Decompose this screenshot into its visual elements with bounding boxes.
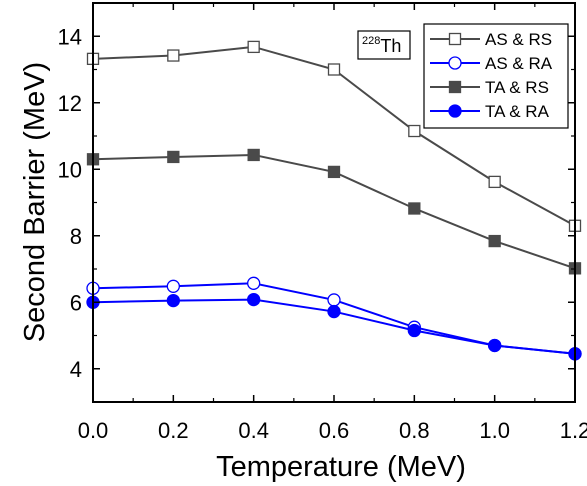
legend-label: AS & RS [485, 30, 552, 49]
legend-marker [448, 32, 462, 46]
annotation-box [357, 30, 411, 60]
y-axis-label: Second Barrier (MeV) [19, 62, 51, 342]
x-axis-label: Temperature (MeV) [216, 451, 466, 483]
data-point [408, 124, 421, 138]
data-point [167, 49, 180, 62]
data-point [167, 150, 180, 164]
data-point [407, 323, 421, 338]
data-point [327, 304, 341, 319]
legend-entry: AS & RA [430, 54, 553, 73]
annotation-text: 228Th [362, 35, 401, 56]
data-point [327, 165, 341, 179]
y-tick-label: 14 [58, 24, 82, 49]
legend-entry: TA & RS [430, 78, 549, 97]
data-point [408, 202, 421, 215]
legend-marker [448, 80, 462, 94]
data-point [488, 338, 502, 353]
legend: AS & RS AS & RA TA & RS TA & RA [423, 23, 569, 129]
data-point [247, 148, 260, 162]
data-point [488, 175, 501, 189]
legend-label: AS & RA [485, 54, 553, 73]
data-point [327, 63, 341, 76]
data-point [327, 293, 341, 307]
data-point [247, 40, 260, 54]
x-tick-label: 0.6 [319, 418, 350, 443]
data-point [488, 234, 501, 248]
y-tick-label: 6 [70, 290, 82, 315]
legend-marker [448, 104, 462, 118]
x-tick-label: 0.4 [238, 418, 269, 443]
legend-label: TA & RA [485, 102, 550, 121]
legend-box [423, 23, 569, 129]
data-point [247, 276, 261, 290]
annotation-symbol: Th [380, 36, 401, 56]
data-point [247, 292, 261, 307]
y-tick-label: 12 [58, 91, 82, 116]
series [86, 148, 582, 275]
ticks-layer: 0.0 0.2 0.4 0.6 0.8 1.0 1.2 4 6 8 10 12 14 [58, 2, 587, 443]
legend-marker [448, 56, 462, 70]
x-tick-label: 0.8 [399, 418, 430, 443]
data-point [166, 279, 180, 293]
x-tick-label: 0.0 [78, 418, 109, 443]
data-point [166, 293, 180, 308]
y-tick-label: 10 [58, 157, 82, 182]
x-tick-label: 0.2 [158, 418, 189, 443]
legend-label: TA & RS [485, 78, 549, 97]
y-tick-label: 8 [70, 224, 82, 249]
legend-entry: TA & RA [430, 102, 550, 121]
y-tick-label: 4 [70, 357, 82, 382]
annotation-superscript: 228 [362, 35, 380, 47]
x-tick-label: 1.2 [560, 418, 587, 443]
legend-entry: AS & RS [430, 30, 552, 49]
isotope-annotation: 228Th [357, 30, 411, 60]
x-tick-label: 1.0 [479, 418, 510, 443]
